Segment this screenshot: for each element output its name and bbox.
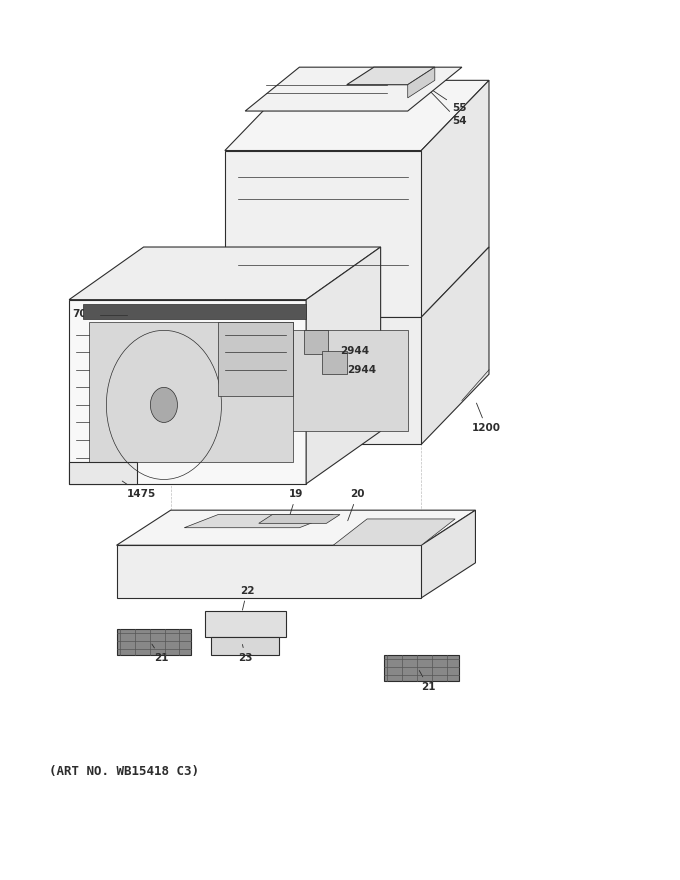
- Circle shape: [150, 387, 177, 422]
- Text: 54: 54: [430, 92, 466, 126]
- Text: 19: 19: [289, 489, 303, 515]
- Polygon shape: [422, 510, 475, 598]
- Polygon shape: [347, 67, 435, 84]
- Text: 70: 70: [73, 309, 97, 319]
- Polygon shape: [422, 80, 489, 317]
- Polygon shape: [218, 321, 292, 396]
- Polygon shape: [90, 321, 292, 462]
- Text: 21: 21: [152, 644, 168, 663]
- Polygon shape: [116, 546, 422, 598]
- Text: 1200: 1200: [472, 403, 501, 433]
- Text: 22: 22: [240, 585, 254, 610]
- Text: 23: 23: [239, 644, 253, 663]
- Text: 2944: 2944: [347, 365, 376, 376]
- Text: 2944: 2944: [340, 346, 369, 356]
- Polygon shape: [69, 247, 381, 300]
- Polygon shape: [258, 515, 340, 524]
- Polygon shape: [69, 462, 137, 484]
- Polygon shape: [225, 150, 422, 317]
- Polygon shape: [286, 330, 408, 431]
- Polygon shape: [322, 350, 347, 374]
- Text: 21: 21: [420, 671, 436, 692]
- Polygon shape: [225, 317, 422, 444]
- Polygon shape: [245, 67, 462, 111]
- Polygon shape: [184, 515, 333, 528]
- Polygon shape: [384, 655, 458, 681]
- Polygon shape: [408, 67, 435, 98]
- Text: (ART NO. WB15418 C3): (ART NO. WB15418 C3): [49, 765, 199, 778]
- Polygon shape: [69, 300, 306, 484]
- Polygon shape: [116, 628, 191, 655]
- Polygon shape: [116, 510, 475, 546]
- Polygon shape: [83, 304, 306, 319]
- Polygon shape: [306, 247, 381, 484]
- Text: 20: 20: [347, 489, 364, 521]
- Polygon shape: [225, 80, 489, 150]
- Polygon shape: [211, 637, 279, 655]
- Text: 55: 55: [413, 77, 466, 113]
- Text: 1475: 1475: [122, 481, 156, 499]
- Polygon shape: [205, 611, 286, 637]
- Polygon shape: [333, 519, 455, 546]
- Polygon shape: [422, 247, 489, 444]
- Polygon shape: [304, 330, 328, 354]
